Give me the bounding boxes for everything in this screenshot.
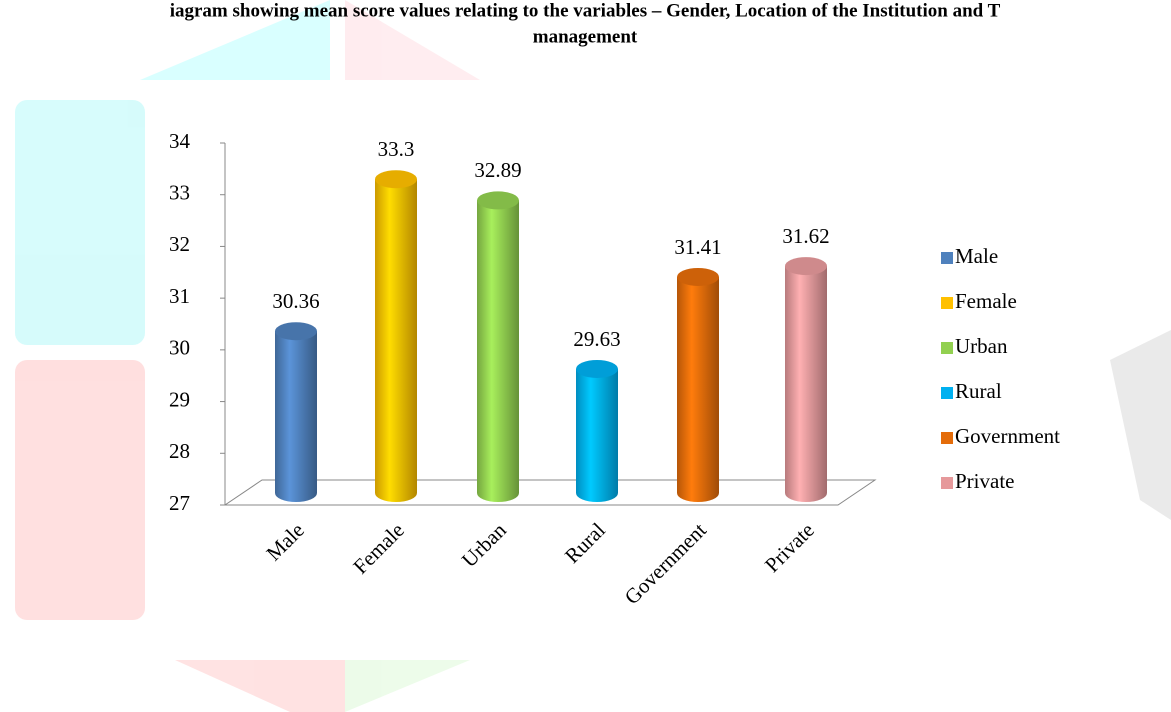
y-tick-label: 29 [169,387,190,411]
bar [375,179,417,502]
data-label: 31.41 [674,235,721,259]
legend-label: Government [955,424,1060,448]
legend-swatch [941,477,953,489]
x-tick-label: Private [760,518,819,577]
y-tick-label: 32 [169,232,190,256]
x-tick-label: Male [261,518,308,565]
x-tick-label: Urban [457,518,511,572]
bar [275,331,317,502]
chart: iagram showing mean score values relatin… [0,0,1171,712]
bar-top [785,257,827,275]
legend-swatch [941,342,953,354]
y-tick-label: 31 [169,284,190,308]
bar [477,200,519,502]
chart-title: iagram showing mean score values relatin… [170,0,1001,21]
bar-top [677,268,719,286]
legend-label: Male [955,244,998,268]
bar [785,266,827,502]
x-tick-label: Female [348,518,409,579]
floor [225,480,875,505]
bar-top [576,360,618,378]
legend-label: Rural [955,379,1002,403]
x-tick-label: Government [620,518,711,609]
legend-label: Private [955,469,1014,493]
y-tick-label: 30 [169,336,190,360]
y-tick-label: 33 [169,181,190,205]
data-label: 29.63 [573,327,620,351]
legend-swatch [941,297,953,309]
bar-top [375,170,417,188]
legend-swatch [941,432,953,444]
legend-swatch [941,387,953,399]
x-tick-label: Rural [560,518,610,568]
bar-top [275,322,317,340]
bar [677,277,719,502]
data-label: 30.36 [272,289,319,313]
data-label: 31.62 [782,224,829,248]
y-tick-label: 28 [169,439,190,463]
data-label: 33.3 [378,137,415,161]
legend-label: Urban [955,334,1008,358]
bar [576,369,618,502]
y-tick-label: 34 [169,129,191,153]
legend-label: Female [955,289,1017,313]
y-tick-label: 27 [169,491,190,515]
data-label: 32.89 [474,158,521,182]
legend-swatch [941,252,953,264]
chart-title: management [533,26,638,47]
bar-top [477,191,519,209]
